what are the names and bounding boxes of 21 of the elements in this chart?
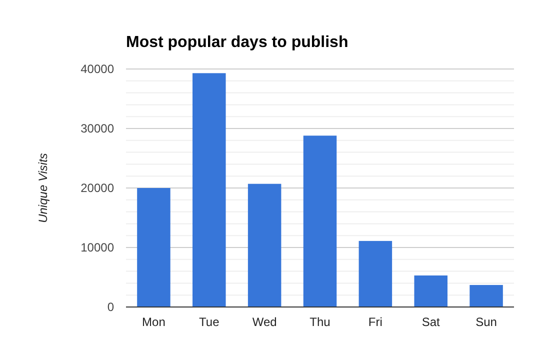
- bar: [137, 188, 170, 307]
- bar: [303, 136, 337, 307]
- x-tick-label: Sat: [422, 315, 441, 329]
- x-tick-label: Sun: [476, 315, 497, 329]
- x-tick-label: Tue: [199, 315, 220, 329]
- chart-title: Most popular days to publish: [126, 34, 348, 51]
- bar: [248, 184, 282, 307]
- y-axis-title: Unique Visits: [36, 153, 50, 223]
- y-tick-label: 10000: [80, 240, 114, 255]
- bar: [192, 73, 226, 307]
- y-tick-label: 20000: [80, 181, 114, 196]
- y-tick-label: 30000: [80, 122, 114, 136]
- bar: [414, 275, 448, 307]
- x-tick-label: Thu: [310, 315, 330, 329]
- x-tick-label: Fri: [368, 315, 382, 329]
- bar: [470, 284, 503, 307]
- y-tick-label: 40000: [80, 62, 114, 76]
- y-tick-label: 0: [107, 300, 114, 314]
- bar: [358, 240, 392, 307]
- x-tick-label: Mon: [142, 315, 166, 329]
- x-tick-label: Wed: [252, 315, 277, 329]
